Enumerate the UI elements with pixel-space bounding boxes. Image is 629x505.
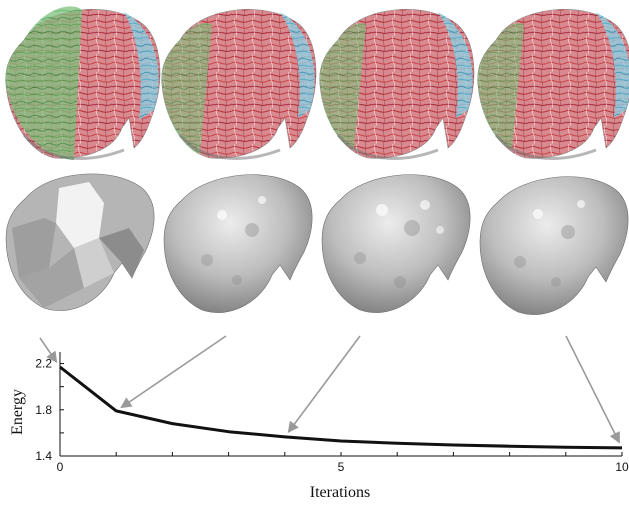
panel-arrow — [287, 335, 361, 434]
field-head-3 — [319, 9, 475, 160]
field-head-1 — [5, 6, 161, 160]
surface-head-1 — [5, 173, 155, 311]
panel-arrows — [39, 335, 621, 444]
surface-head-2 — [163, 174, 313, 313]
panel-arrow — [565, 335, 621, 444]
x-tick-label: 10 — [615, 460, 629, 474]
y-tick-label: 1.4 — [35, 449, 52, 463]
field-head-4 — [477, 9, 629, 160]
energy-series-line — [59, 365, 623, 450]
y-tick-label: 2.2 — [35, 357, 52, 371]
surface-head-3 — [321, 174, 471, 313]
field-visualization-row — [5, 6, 629, 160]
energy-curve-layer — [59, 365, 623, 450]
energy-plot: 0 5 10 1.4 1.8 2.2 Energy Iterations — [9, 335, 629, 501]
x-tick-label: 5 — [338, 460, 345, 474]
y-tick-label: 1.8 — [35, 403, 52, 417]
y-axis-label: Energy — [9, 389, 26, 435]
field-head-2 — [161, 9, 317, 160]
surface-reconstruction-row — [5, 173, 629, 315]
surface-head-4 — [479, 176, 629, 315]
x-axis-label: Iterations — [310, 484, 370, 501]
panel-arrow — [120, 335, 227, 409]
panel-arrow — [39, 337, 58, 364]
x-tick-label: 0 — [57, 460, 64, 474]
